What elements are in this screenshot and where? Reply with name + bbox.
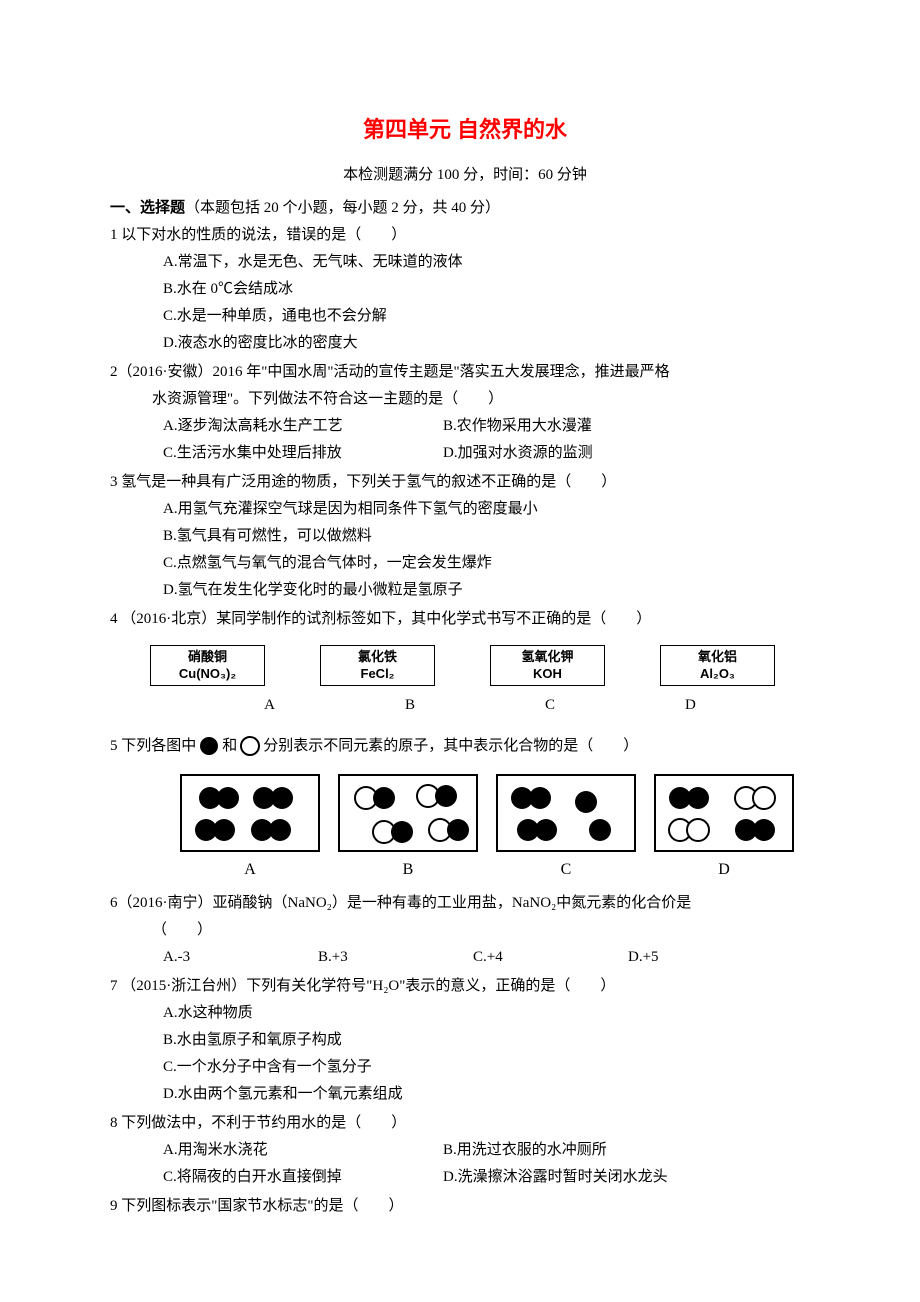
q2-stem-l2: 水资源管理"。下列做法不符合这一主题的是（ ）	[110, 386, 820, 413]
section-header: 一、选择题（本题包括 20 个小题，每小题 2 分，共 40 分）	[110, 195, 820, 222]
q4-ra-name: 硝酸铜	[151, 648, 264, 666]
q5-stem-pre: 5 下列各图中	[110, 733, 196, 760]
q4-rb-name: 氯化铁	[321, 648, 434, 666]
q3-opt-d: D.氢气在发生化学变化时的最小微粒是氢原子	[110, 577, 820, 604]
q4-reagent-row: 硝酸铜 Cu(NO₃)₂ 氯化铁 FeCl₂ 氢氧化钾 KOH 氧化铝 Al₂O…	[110, 645, 820, 686]
q7-opt-c: C.一个水分子中含有一个氢分子	[110, 1054, 820, 1081]
q5-stem-post: 分别表示不同元素的原子，其中表示化合物的是（ ）	[263, 733, 638, 760]
q5-diagram-row	[110, 774, 820, 852]
q4-stem: 4 （2016·北京）某同学制作的试剂标签如下，其中化学式书写不正确的是（ ）	[110, 606, 820, 633]
q4-rd-formula: Al₂O₃	[661, 665, 774, 683]
q5-stem-mid: 和	[222, 733, 237, 760]
q3-opt-b: B.氢气具有可燃性，可以做燃料	[110, 523, 820, 550]
q1-opt-a: A.常温下，水是无色、无气味、无味道的液体	[110, 249, 820, 276]
solid-atom-icon	[198, 735, 220, 757]
q4-reagent-c: 氢氧化钾 KOH	[490, 645, 605, 686]
q4-rc-formula: KOH	[491, 665, 604, 683]
q2-opt-a: A.逐步淘汰高耗水生产工艺	[163, 413, 443, 440]
q8-opt-d: D.洗澡擦沐浴露时暂时关闭水龙头	[443, 1164, 668, 1191]
q8-opt-a: A.用淘米水浇花	[163, 1137, 443, 1164]
q7-opt-b: B.水由氢原子和氧原子构成	[110, 1027, 820, 1054]
q5-label-d: D	[654, 856, 794, 885]
q5-box-b	[338, 774, 478, 852]
q1-opt-b: B.水在 0℃会结成冰	[110, 276, 820, 303]
q6-opt-a: A.-3	[163, 944, 318, 971]
q4-rd-name: 氧化铝	[661, 648, 774, 666]
q3-opt-c: C.点燃氢气与氧气的混合气体时，一定会发生爆炸	[110, 550, 820, 577]
q6-opt-c: C.+4	[473, 944, 628, 971]
q4-label-a: A	[264, 692, 275, 719]
q7-stem: 7 （2015·浙江台州）下列有关化学符号"H₂O"表示的意义，正确的是（ ）	[110, 973, 820, 1000]
q4-label-b: B	[405, 692, 415, 719]
q3-stem: 3 氢气是一种具有广泛用途的物质，下列关于氢气的叙述不正确的是（ ）	[110, 469, 820, 496]
q6-stem-l1: 6（2016·南宁）亚硝酸钠（NaNO₂）是一种有毒的工业用盐，NaNO₂中氮元…	[110, 890, 820, 917]
page-title: 第四单元 自然界的水	[110, 110, 820, 150]
exam-meta: 本检测题满分 100 分，时间：60 分钟	[110, 162, 820, 189]
q5-labels: A B C D	[110, 856, 820, 885]
hollow-atom-icon	[239, 735, 261, 757]
question-7: 7 （2015·浙江台州）下列有关化学符号"H₂O"表示的意义，正确的是（ ） …	[110, 973, 820, 1108]
q9-stem: 9 下列图标表示"国家节水标志"的是（ ）	[110, 1193, 820, 1220]
q5-label-c: C	[496, 856, 636, 885]
q1-opt-d: D.液态水的密度比冰的密度大	[110, 330, 820, 357]
q7-opt-a: A.水这种物质	[110, 1000, 820, 1027]
q5-box-c	[496, 774, 636, 852]
q2-opt-c: C.生活污水集中处理后排放	[163, 440, 443, 467]
q6-stem-l2: （ ）	[110, 917, 820, 944]
question-2: 2（2016·安徽）2016 年"中国水周"活动的宣传主题是"落实五大发展理念，…	[110, 359, 820, 467]
q4-rb-formula: FeCl₂	[321, 665, 434, 683]
question-5: 5 下列各图中 和 分别表示不同元素的原子，其中表示化合物的是（ ）	[110, 733, 820, 885]
q1-opt-c: C.水是一种单质，通电也不会分解	[110, 303, 820, 330]
q3-opt-a: A.用氢气充灌探空气球是因为相同条件下氢气的密度最小	[110, 496, 820, 523]
q5-label-b: B	[338, 856, 478, 885]
q8-stem: 8 下列做法中，不利于节约用水的是（ ）	[110, 1110, 820, 1137]
question-1: 1 以下对水的性质的说法，错误的是（ ） A.常温下，水是无色、无气味、无味道的…	[110, 222, 820, 357]
question-9: 9 下列图标表示"国家节水标志"的是（ ）	[110, 1193, 820, 1220]
q5-box-a	[180, 774, 320, 852]
q6-opt-b: B.+3	[318, 944, 473, 971]
question-8: 8 下列做法中，不利于节约用水的是（ ） A.用淘米水浇花 B.用洗过衣服的水冲…	[110, 1110, 820, 1191]
q6-opt-d: D.+5	[628, 944, 783, 971]
q2-stem-l1: 2（2016·安徽）2016 年"中国水周"活动的宣传主题是"落实五大发展理念，…	[110, 359, 820, 386]
q5-box-d	[654, 774, 794, 852]
q4-label-d: D	[685, 692, 696, 719]
q2-opt-b: B.农作物采用大水漫灌	[443, 413, 592, 440]
question-6: 6（2016·南宁）亚硝酸钠（NaNO₂）是一种有毒的工业用盐，NaNO₂中氮元…	[110, 890, 820, 971]
q4-ra-formula: Cu(NO₃)₂	[151, 665, 264, 683]
q1-stem: 1 以下对水的性质的说法，错误的是（ ）	[110, 222, 820, 249]
q2-opt-d: D.加强对水资源的监测	[443, 440, 593, 467]
q4-reagent-d: 氧化铝 Al₂O₃	[660, 645, 775, 686]
q4-reagent-b: 氯化铁 FeCl₂	[320, 645, 435, 686]
q8-opt-b: B.用洗过衣服的水冲厕所	[443, 1137, 607, 1164]
q4-rc-name: 氢氧化钾	[491, 648, 604, 666]
q7-opt-d: D.水由两个氢元素和一个氧元素组成	[110, 1081, 820, 1108]
q4-labels: A B C D	[110, 692, 820, 719]
q4-label-c: C	[545, 692, 555, 719]
q4-reagent-a: 硝酸铜 Cu(NO₃)₂	[150, 645, 265, 686]
q5-label-a: A	[180, 856, 320, 885]
q5-stem: 5 下列各图中 和 分别表示不同元素的原子，其中表示化合物的是（ ）	[110, 733, 820, 760]
section-detail: （本题包括 20 个小题，每小题 2 分，共 40 分）	[185, 200, 500, 216]
question-3: 3 氢气是一种具有广泛用途的物质，下列关于氢气的叙述不正确的是（ ） A.用氢气…	[110, 469, 820, 604]
q8-opt-c: C.将隔夜的白开水直接倒掉	[163, 1164, 443, 1191]
section-label: 一、选择题	[110, 200, 185, 216]
question-4: 4 （2016·北京）某同学制作的试剂标签如下，其中化学式书写不正确的是（ ） …	[110, 606, 820, 719]
